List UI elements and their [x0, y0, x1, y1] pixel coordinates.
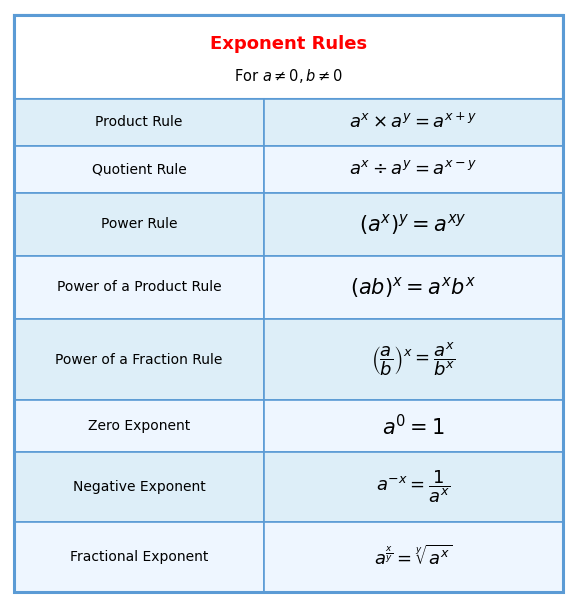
Bar — [14, 319, 264, 400]
Text: $a^0 = 1$: $a^0 = 1$ — [382, 413, 444, 439]
Text: $\left(\dfrac{a}{b}\right)^x = \dfrac{a^x}{b^x}$: $\left(\dfrac{a}{b}\right)^x = \dfrac{a^… — [371, 341, 456, 379]
Bar — [14, 192, 264, 255]
Bar — [14, 522, 264, 592]
Text: $\left(a^x\right)^y = a^{xy}$: $\left(a^x\right)^y = a^{xy}$ — [359, 212, 467, 237]
Text: Power of a Product Rule: Power of a Product Rule — [57, 280, 222, 294]
Bar — [14, 146, 264, 192]
Text: For $a \neq 0, b \neq 0$: For $a \neq 0, b \neq 0$ — [234, 67, 343, 85]
Text: $\left(ab\right)^x = a^x b^x$: $\left(ab\right)^x = a^x b^x$ — [350, 275, 476, 300]
Text: $a^{\frac{x}{y}} = \sqrt[y]{a^x}$: $a^{\frac{x}{y}} = \sqrt[y]{a^x}$ — [374, 545, 452, 569]
Text: Power Rule: Power Rule — [101, 217, 177, 231]
Text: Fractional Exponent: Fractional Exponent — [70, 550, 208, 564]
Text: Zero Exponent: Zero Exponent — [88, 419, 190, 433]
Bar — [264, 192, 563, 255]
Text: Product Rule: Product Rule — [95, 115, 183, 129]
Bar — [14, 452, 264, 522]
Bar — [264, 452, 563, 522]
Bar — [264, 255, 563, 319]
Bar — [14, 255, 264, 319]
Bar — [264, 319, 563, 400]
Bar — [264, 522, 563, 592]
Text: $a^{-x} = \dfrac{1}{a^x}$: $a^{-x} = \dfrac{1}{a^x}$ — [376, 469, 450, 505]
Text: $a^x \div a^y = a^{x-y}$: $a^x \div a^y = a^{x-y}$ — [349, 160, 477, 178]
Text: Exponent Rules: Exponent Rules — [210, 35, 367, 53]
Text: Quotient Rule: Quotient Rule — [92, 162, 186, 176]
Bar — [14, 99, 264, 146]
Text: Power of a Fraction Rule: Power of a Fraction Rule — [55, 353, 223, 367]
Bar — [264, 146, 563, 192]
Bar — [264, 400, 563, 452]
Bar — [14, 15, 563, 99]
Text: Negative Exponent: Negative Exponent — [73, 480, 205, 494]
Bar — [264, 99, 563, 146]
Text: $a^x \times a^y = a^{x+y}$: $a^x \times a^y = a^{x+y}$ — [349, 113, 477, 132]
Bar — [14, 400, 264, 452]
